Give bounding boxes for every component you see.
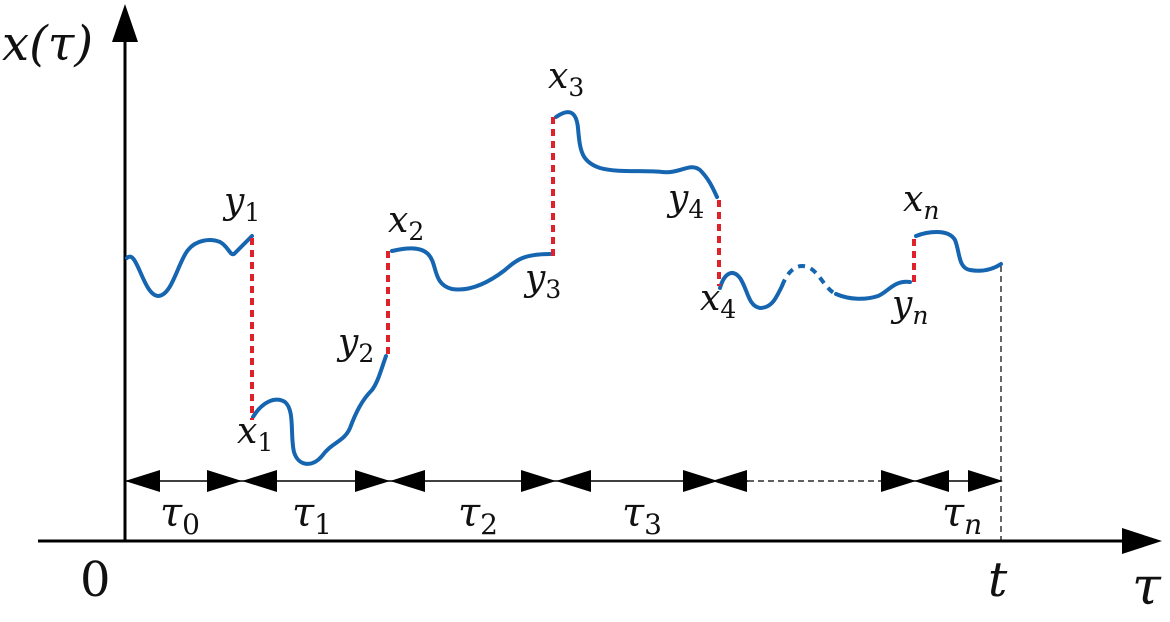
interval-labels: τ0 τ1 τ2 τ3 τn — [160, 490, 982, 541]
tau1-left-arrowhead — [242, 470, 277, 492]
tau3-right-arrowhead — [683, 470, 718, 492]
label-x4: x4 — [700, 278, 736, 324]
end-time-label: t — [988, 552, 1008, 608]
tau0-left-arrowhead — [125, 470, 160, 492]
label-x3: x3 — [548, 56, 584, 102]
trajectory-segment-n — [914, 230, 1003, 273]
trajectory-segment-4-elided — [780, 264, 837, 296]
label-tau2: τ2 — [458, 490, 498, 541]
vertical-axis-arrowhead — [112, 4, 138, 42]
y-axis-label: x(τ) — [2, 16, 93, 72]
tau3-left-arrowhead — [556, 470, 591, 492]
label-tau3: τ3 — [622, 490, 662, 541]
label-y3: y3 — [523, 258, 561, 304]
point-labels: y1 x1 y2 x2 y3 x3 y4 x4 xn yn — [222, 56, 939, 457]
trajectory-segment-3 — [554, 110, 719, 199]
taun-right-arrowhead — [968, 470, 1003, 492]
label-y2: y2 — [336, 322, 374, 368]
axes — [38, 4, 1162, 554]
label-taun: τn — [942, 490, 982, 541]
trajectory-segment-1 — [251, 354, 388, 466]
taun-minus-right-arrowhead — [881, 470, 916, 492]
trajectory-segment-4b — [834, 279, 912, 301]
origin-label: 0 — [80, 552, 111, 608]
label-xn: xn — [903, 179, 939, 225]
horizontal-axis-arrowhead — [1122, 528, 1162, 554]
interval-bar — [125, 470, 1003, 492]
label-y4: y4 — [666, 178, 704, 224]
tau2-left-arrowhead — [390, 470, 425, 492]
trajectory-segment-0 — [125, 234, 254, 298]
tau2-right-arrowhead — [521, 470, 556, 492]
trajectory — [125, 110, 1003, 466]
label-tau1: τ1 — [292, 490, 332, 541]
label-yn: yn — [890, 284, 928, 330]
tau1-right-arrowhead — [355, 470, 390, 492]
label-y1: y1 — [222, 181, 260, 227]
trajectory-segment-4a — [718, 271, 784, 310]
label-tau0: τ0 — [160, 490, 200, 541]
x-axis-label: τ — [1132, 557, 1162, 617]
label-x1: x1 — [237, 411, 273, 457]
tau4-left-arrowhead — [712, 470, 747, 492]
label-x2: x2 — [388, 200, 424, 246]
taun-left-arrowhead — [914, 470, 949, 492]
tau0-right-arrowhead — [207, 470, 242, 492]
trajectory-segment-2 — [390, 246, 552, 292]
reset-jumps — [250, 114, 916, 420]
